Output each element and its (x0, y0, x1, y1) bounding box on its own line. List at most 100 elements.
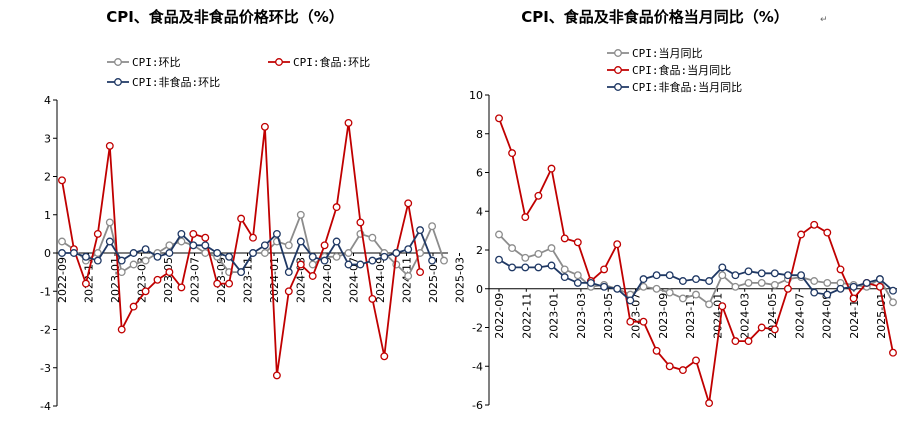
series-2-point (404, 199, 413, 208)
series-3-point (718, 263, 727, 272)
legend-label: CPI:环比 (132, 56, 181, 69)
series-3-point (308, 252, 317, 261)
series-2-point (201, 233, 210, 242)
series-2-point (613, 240, 622, 249)
y-tick-label: 6 (476, 167, 483, 180)
left-legend: CPI:环比 CPI:食品:环比 CPI:非食品:环比 (107, 55, 370, 89)
series-1-point (308, 260, 317, 269)
series-1-point (744, 278, 753, 287)
series-3-point (272, 229, 281, 238)
series-3-point (129, 249, 138, 257)
y-tick-label: 8 (476, 128, 483, 141)
series-1-point (508, 244, 517, 253)
series-3-point (889, 286, 897, 295)
series-3-point (652, 271, 661, 280)
x-tick-label: 2023-05 (602, 293, 615, 339)
y-tick-label: 1 (44, 209, 51, 222)
series-2-point (296, 260, 305, 269)
legend-label: CPI:非食品:当月同比 (632, 80, 742, 94)
series-1-point (495, 230, 503, 239)
x-tick-label: 2025-01 (427, 257, 440, 303)
series-3-point (508, 263, 517, 272)
series-2-point (308, 272, 317, 280)
x-tick-label: 2022-11 (83, 257, 96, 303)
x-tick-label: 2022-11 (520, 293, 533, 339)
x-tick-label: 2024-09 (821, 293, 834, 339)
series-1-point (889, 298, 897, 307)
y-tick-label: 3 (44, 132, 51, 145)
x-tick-label: 2024-03 (739, 293, 752, 339)
series-3-point (521, 263, 530, 272)
x-tick-label: 2023-03 (575, 293, 588, 339)
series-3-point (58, 249, 66, 257)
x-tick-label: 2023-05 (162, 257, 175, 303)
x-tick-label: 2025-01 (875, 293, 888, 339)
x-tick-label: 2023-01 (548, 293, 561, 339)
series-2-point (560, 234, 569, 243)
series-2-point (284, 287, 293, 296)
series-2-point (665, 362, 674, 371)
series-2-point (757, 323, 766, 332)
series-3-point (213, 249, 222, 257)
series-1-point (639, 282, 648, 291)
x-tick-label: 2022-09 (56, 257, 69, 303)
x-tick-label: 2023-11 (684, 293, 697, 339)
series-3-point (678, 277, 687, 285)
series-1-point (692, 290, 700, 299)
series-3-point (105, 237, 114, 246)
y-tick-label: -3 (40, 362, 51, 375)
series-1-point (534, 249, 543, 258)
series-1-point (117, 268, 126, 277)
right-legend: CPI:当月同比 CPI:食品:当月同比 CPI:非食品:当月同比 (607, 46, 742, 94)
y-tick-label: 0 (476, 283, 483, 296)
series-1-point (823, 278, 832, 287)
series-3-point (428, 256, 437, 265)
series-1-point (105, 218, 114, 227)
series-2-point (810, 220, 819, 229)
series-3-point (705, 277, 714, 285)
series-2-point (731, 337, 740, 346)
series-2-point (678, 366, 687, 375)
return-glyph-icon: ↵ (820, 15, 828, 25)
series-1-point (573, 271, 582, 280)
series-3-point (797, 271, 806, 280)
y-tick-label: 4 (44, 94, 51, 107)
series-2-point (626, 317, 635, 326)
series-1-point (770, 280, 779, 289)
series-3-point (284, 268, 293, 277)
series-2-point (332, 203, 341, 212)
left-series (58, 118, 448, 380)
y-tick-label: 0 (44, 247, 51, 260)
series-1-point (440, 256, 448, 265)
series-3-point (783, 271, 792, 280)
right-chart-title: CPI、食品及非食品价格当月同比（%） (521, 8, 789, 26)
series-3-point (757, 269, 766, 278)
series-2-point (416, 268, 425, 277)
series-2-point (508, 149, 517, 158)
series-3-point (600, 282, 609, 291)
series-1-point (560, 265, 569, 274)
series-2-point (849, 294, 858, 303)
series-3-point (237, 268, 246, 277)
series-2-point (797, 230, 806, 239)
series-2-point (117, 325, 126, 334)
series-1-point (521, 253, 530, 262)
series-2-point (237, 214, 246, 223)
series-1-point (296, 210, 305, 219)
series-2-point (744, 337, 753, 346)
legend-swatch-marker (614, 83, 622, 91)
x-tick-label: 2023-07 (630, 293, 643, 339)
series-3-point (639, 275, 648, 284)
x-tick-label: 2024-01 (268, 257, 281, 303)
series-3-point (177, 229, 186, 238)
series-1-point (757, 278, 766, 287)
series-3-point (153, 252, 162, 261)
series-1-point (165, 241, 174, 250)
legend-swatch-marker (114, 58, 122, 66)
series-3-point (573, 278, 582, 287)
series-2-point (272, 371, 281, 380)
series-1-point (58, 237, 66, 246)
series-3-point (744, 267, 753, 276)
